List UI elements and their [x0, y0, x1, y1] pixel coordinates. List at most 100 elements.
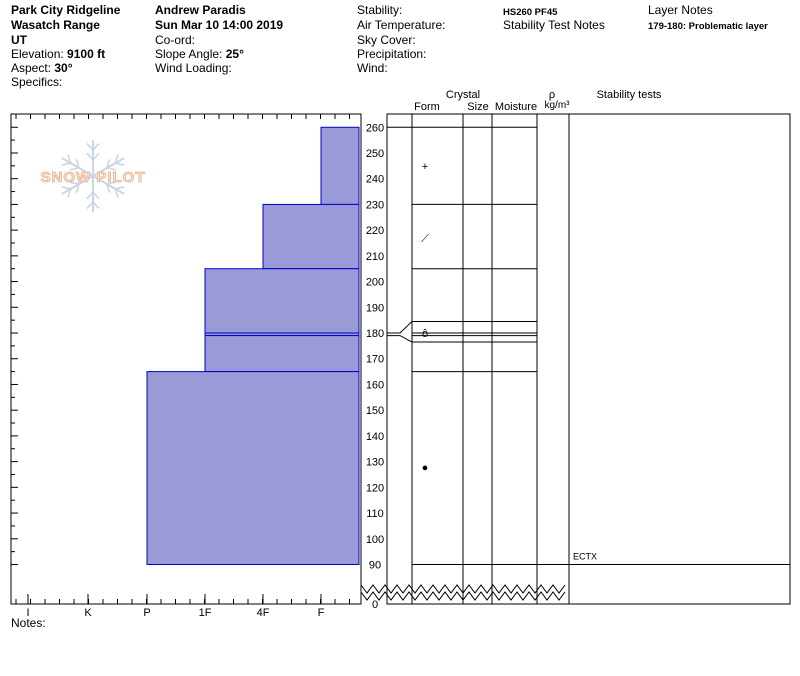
height-tick-label: 90	[369, 560, 381, 572]
snowflake-branch	[86, 152, 94, 161]
height-tick-label: 210	[366, 251, 384, 263]
stability-test-notes-label: Stability Test Notes	[503, 18, 605, 32]
height-tick-label: 230	[366, 199, 384, 211]
hardness-layer-bar	[262, 203, 360, 270]
wind-label: Wind:	[357, 61, 388, 75]
snowflake-arm	[92, 175, 125, 195]
height-tick-label: 100	[366, 534, 384, 546]
height-tick-label: 190	[366, 302, 384, 314]
height-tick-label: 250	[366, 148, 384, 160]
hardness-layer-bar	[146, 371, 360, 565]
range-name: Wasatch Range	[11, 18, 100, 32]
size-header: Size	[467, 101, 488, 113]
layer-note: 179-180: Problematic layer	[648, 21, 768, 32]
snowflake-arm	[61, 175, 94, 195]
break-zigzag-line	[360, 584, 566, 594]
snowflake-branch	[106, 167, 116, 171]
elevation: Elevation: 9100 ft	[11, 47, 105, 62]
notes-label: Notes:	[11, 616, 46, 630]
snowflake-branch	[106, 183, 111, 193]
snowflake-branch	[106, 159, 111, 169]
observation-datetime: Sun Mar 10 14:00 2019	[155, 18, 284, 32]
snowflake-branch	[114, 188, 119, 198]
snowpilot-logo	[61, 140, 125, 212]
stability-test-label: ECTX	[573, 552, 597, 562]
snowflake-branch	[86, 191, 94, 200]
snowflake-branch	[61, 186, 71, 190]
hardness-layer-bar	[204, 268, 360, 334]
elevation-label: Elevation:	[11, 47, 64, 61]
snowflake-arm	[61, 157, 94, 177]
height-tick-label: 170	[366, 354, 384, 366]
height-tick-label: 180	[366, 328, 384, 340]
aspect-value: 30°	[54, 61, 73, 75]
location-name: Park City Ridgeline	[11, 3, 121, 17]
height-tick-label: 160	[366, 379, 384, 391]
break-zigzag-line	[360, 591, 566, 601]
snowflake-branch	[92, 152, 100, 161]
moisture-header: Moisture	[495, 101, 537, 113]
thin-layer-connector	[387, 335, 413, 343]
grain-form-symbol: ⟋	[421, 233, 429, 245]
snowflake-branch	[75, 183, 80, 193]
form-header: Form	[414, 101, 440, 113]
grain-form-symbol: ●	[422, 462, 429, 474]
snowflake-branch	[67, 188, 72, 198]
specifics-label: Specifics:	[11, 75, 63, 89]
snowflake-branch	[114, 154, 119, 164]
hardness-tick-label: P	[143, 607, 150, 619]
height-axis: 0 90 100 110 120 130 140 150 160 170 180 190 200 210 2…	[11, 122, 384, 611]
height-tick-label: 140	[366, 431, 384, 443]
height-tick-label: 110	[366, 508, 384, 520]
hardness-tick-label: K	[84, 607, 92, 619]
slope-angle-value: 25°	[225, 47, 244, 61]
air-temperature-label: Air Temperature:	[357, 18, 446, 32]
snowflake-branch	[70, 181, 80, 185]
hardness-layers	[146, 126, 360, 565]
axis-break-zigzag	[360, 584, 566, 601]
state-name: UT	[11, 33, 27, 47]
stability-label: Stability:	[357, 3, 403, 17]
hs-pf-value: HS260 PF45	[503, 7, 558, 18]
height-tick-label: 0	[372, 599, 378, 611]
height-tick-label: 220	[366, 225, 384, 237]
snowflake-branch	[61, 162, 71, 166]
snowflake-branch	[75, 159, 80, 169]
height-tick-label: 130	[366, 457, 384, 469]
slope-angle-label: Slope Angle:	[155, 47, 223, 61]
snowflake-branch	[92, 191, 100, 200]
stability-test-results: ECTX	[573, 552, 597, 562]
height-tick-label: 120	[366, 482, 384, 494]
hardness-tick-label: 1F	[199, 607, 212, 619]
sky-cover-label: Sky Cover:	[357, 33, 416, 47]
density-unit-header: kg/m³	[545, 100, 571, 111]
grain-form-symbol: ô	[422, 328, 428, 340]
stability-tests-header: Stability tests	[597, 89, 662, 101]
grain-form-symbols: + ⟋ ô ●	[421, 161, 429, 474]
snowflake-branch	[92, 201, 100, 210]
snowflake-branch	[67, 154, 72, 164]
hardness-tick-label: F	[318, 607, 325, 619]
snowflake-branch	[115, 162, 125, 166]
density-rho-header: ρ	[549, 89, 555, 101]
hardness-tick-label: I	[26, 607, 29, 619]
slope-angle: Slope Angle: 25°	[155, 47, 244, 62]
thin-layer-connector	[387, 321, 413, 334]
hardness-layer-bar	[204, 335, 360, 373]
snowflake-branch	[70, 167, 80, 171]
hardness-layer-bar	[320, 126, 360, 205]
snowflake-arm	[92, 157, 125, 177]
aspect: Aspect: 30°	[11, 61, 73, 76]
precipitation-label: Precipitation:	[357, 47, 427, 61]
hardness-tick-label: 4F	[257, 607, 270, 619]
height-tick-label: 260	[366, 122, 384, 134]
hardness-axis: I K P 1F 4F F	[15, 114, 350, 619]
snowflake-branch	[86, 201, 94, 210]
observer-name: Andrew Paradis	[155, 3, 246, 17]
elevation-value: 9100 ft	[67, 47, 106, 61]
layer-table	[386, 113, 791, 605]
snowflake-branch	[86, 142, 94, 151]
watermark-text: SNOW PILOT	[41, 169, 146, 186]
height-tick-label: 200	[366, 277, 384, 289]
